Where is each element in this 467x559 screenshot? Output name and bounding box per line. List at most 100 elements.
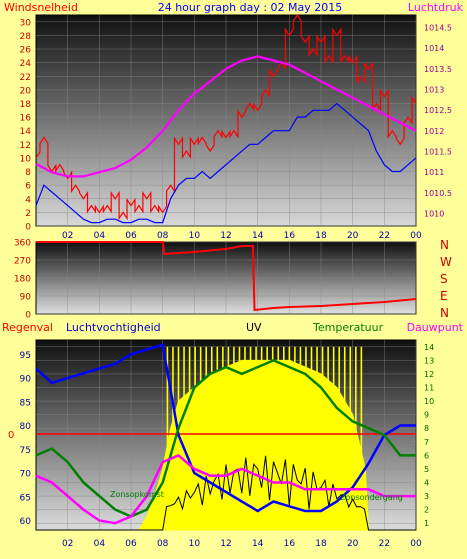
pressure-axis-tick: 1012.5	[424, 106, 452, 115]
time-tick: 22	[379, 231, 390, 241]
right-axis-tick: 13	[424, 356, 434, 365]
wind-axis-tick: 6	[25, 182, 31, 192]
time-tick: 04	[94, 539, 106, 549]
pressure-axis-tick: 1010	[424, 210, 444, 219]
compass-label: W	[440, 255, 452, 269]
time-tick: 02	[62, 539, 73, 549]
direction-axis-tick: 90	[20, 293, 32, 303]
humidity-axis-tick: 70	[20, 470, 32, 480]
wind-speed-label: Windsnelheid	[4, 1, 78, 14]
compass-label: S	[440, 272, 448, 286]
wind-axis-tick: 16	[20, 114, 32, 124]
legend-uv: UV	[246, 321, 262, 334]
direction-axis-tick: 180	[14, 275, 31, 285]
pressure-axis-tick: 1014.5	[424, 23, 452, 32]
wind-axis-tick: 10	[20, 154, 32, 164]
wind-axis-tick: 18	[20, 100, 32, 110]
time-tick: 10	[189, 231, 201, 241]
humidity-axis-tick: 60	[20, 517, 32, 527]
sunset-note: Zonsondergang	[340, 493, 403, 502]
pressure-line	[35, 55, 417, 178]
time-tick: 10	[189, 539, 201, 549]
right-axis-tick: 7	[424, 438, 429, 447]
time-tick: 18	[315, 231, 327, 241]
pressure-axis-tick: 1011.5	[424, 148, 452, 157]
time-tick: 06	[125, 539, 137, 549]
compass-label: N	[440, 238, 449, 252]
humidity-axis-tick: 65	[20, 493, 31, 503]
time-tick: 16	[284, 539, 296, 549]
humidity-axis-tick: 95	[20, 351, 31, 361]
time-tick: 14	[252, 231, 264, 241]
wind-axis-tick: 20	[20, 86, 32, 96]
time-tick: 18	[315, 539, 327, 549]
right-axis-tick: 11	[424, 384, 434, 393]
wind-axis-tick: 22	[20, 73, 31, 83]
wind-direction-line	[36, 241, 417, 312]
wind-gust-line	[35, 13, 417, 221]
dewpoint-line	[35, 453, 416, 525]
right-axis-tick: 14	[424, 343, 434, 352]
time-tick: 02	[62, 231, 73, 241]
right-axis-tick: 5	[424, 465, 429, 474]
right-axis-tick: 4	[424, 479, 429, 488]
pressure-axis-tick: 1012	[424, 127, 444, 136]
time-tick: 06	[125, 231, 137, 241]
time-tick: 20	[347, 539, 359, 549]
temperature-line	[35, 359, 416, 518]
time-tick: 04	[94, 231, 106, 241]
right-axis-tick: 3	[424, 492, 429, 501]
legend-temperature: Temperatuur	[312, 321, 384, 334]
wind-axis-tick: 14	[20, 127, 32, 137]
humidity-axis-tick: 80	[20, 422, 32, 432]
wind-average-line	[35, 102, 417, 224]
wind-axis-tick: 0	[25, 223, 31, 233]
wind-axis-tick: 8	[25, 168, 31, 178]
rain-zero-tick: 0	[8, 430, 14, 441]
uv-black-line	[36, 455, 416, 531]
time-tick: 08	[157, 539, 169, 549]
direction-axis-tick: 270	[14, 257, 31, 267]
time-tick: 22	[379, 539, 390, 549]
humidity-line	[35, 343, 416, 513]
pressure-axis-tick: 1013	[424, 85, 444, 94]
time-tick: 00	[410, 231, 422, 241]
compass-label: N	[440, 306, 449, 320]
pressure-axis-tick: 1014	[424, 44, 444, 53]
wind-axis-tick: 12	[20, 141, 31, 151]
humidity-axis-tick: 90	[20, 375, 32, 385]
direction-axis-tick: 360	[14, 239, 31, 249]
time-tick: 08	[157, 231, 169, 241]
right-axis-tick: 9	[424, 411, 429, 420]
chart-title: 24 hour graph day : 02 May 2015	[158, 1, 343, 14]
time-tick: 14	[252, 539, 264, 549]
humidity-axis-tick: 75	[20, 446, 31, 456]
pressure-axis-tick: 1011	[424, 168, 444, 177]
pressure-axis-tick: 1013.5	[424, 65, 452, 74]
right-axis-tick: 10	[424, 397, 434, 406]
legend-dewpoint: Dauwpunt	[407, 321, 464, 334]
time-tick: 00	[410, 539, 422, 549]
direction-axis-tick: 0	[25, 311, 31, 321]
sunrise-note: Zonsopkomst	[110, 490, 164, 499]
wind-axis-tick: 30	[20, 18, 32, 28]
compass-label: E	[440, 289, 448, 303]
wind-axis-tick: 28	[20, 32, 32, 42]
pressure-label: Luchtdruk	[408, 1, 464, 14]
time-tick: 16	[284, 231, 296, 241]
wind-axis-tick: 24	[20, 59, 32, 69]
wind-axis-tick: 4	[25, 195, 31, 205]
right-axis-tick: 6	[424, 451, 429, 460]
wind-axis-tick: 26	[20, 46, 32, 56]
right-axis-tick: 12	[424, 370, 434, 379]
right-axis-tick: 2	[424, 506, 429, 515]
wind-axis-tick: 2	[25, 209, 31, 219]
humidity-axis-tick: 85	[20, 398, 31, 408]
time-tick: 20	[347, 231, 359, 241]
pressure-axis-tick: 1010.5	[424, 189, 452, 198]
legend-rain: Regenval	[2, 321, 53, 334]
